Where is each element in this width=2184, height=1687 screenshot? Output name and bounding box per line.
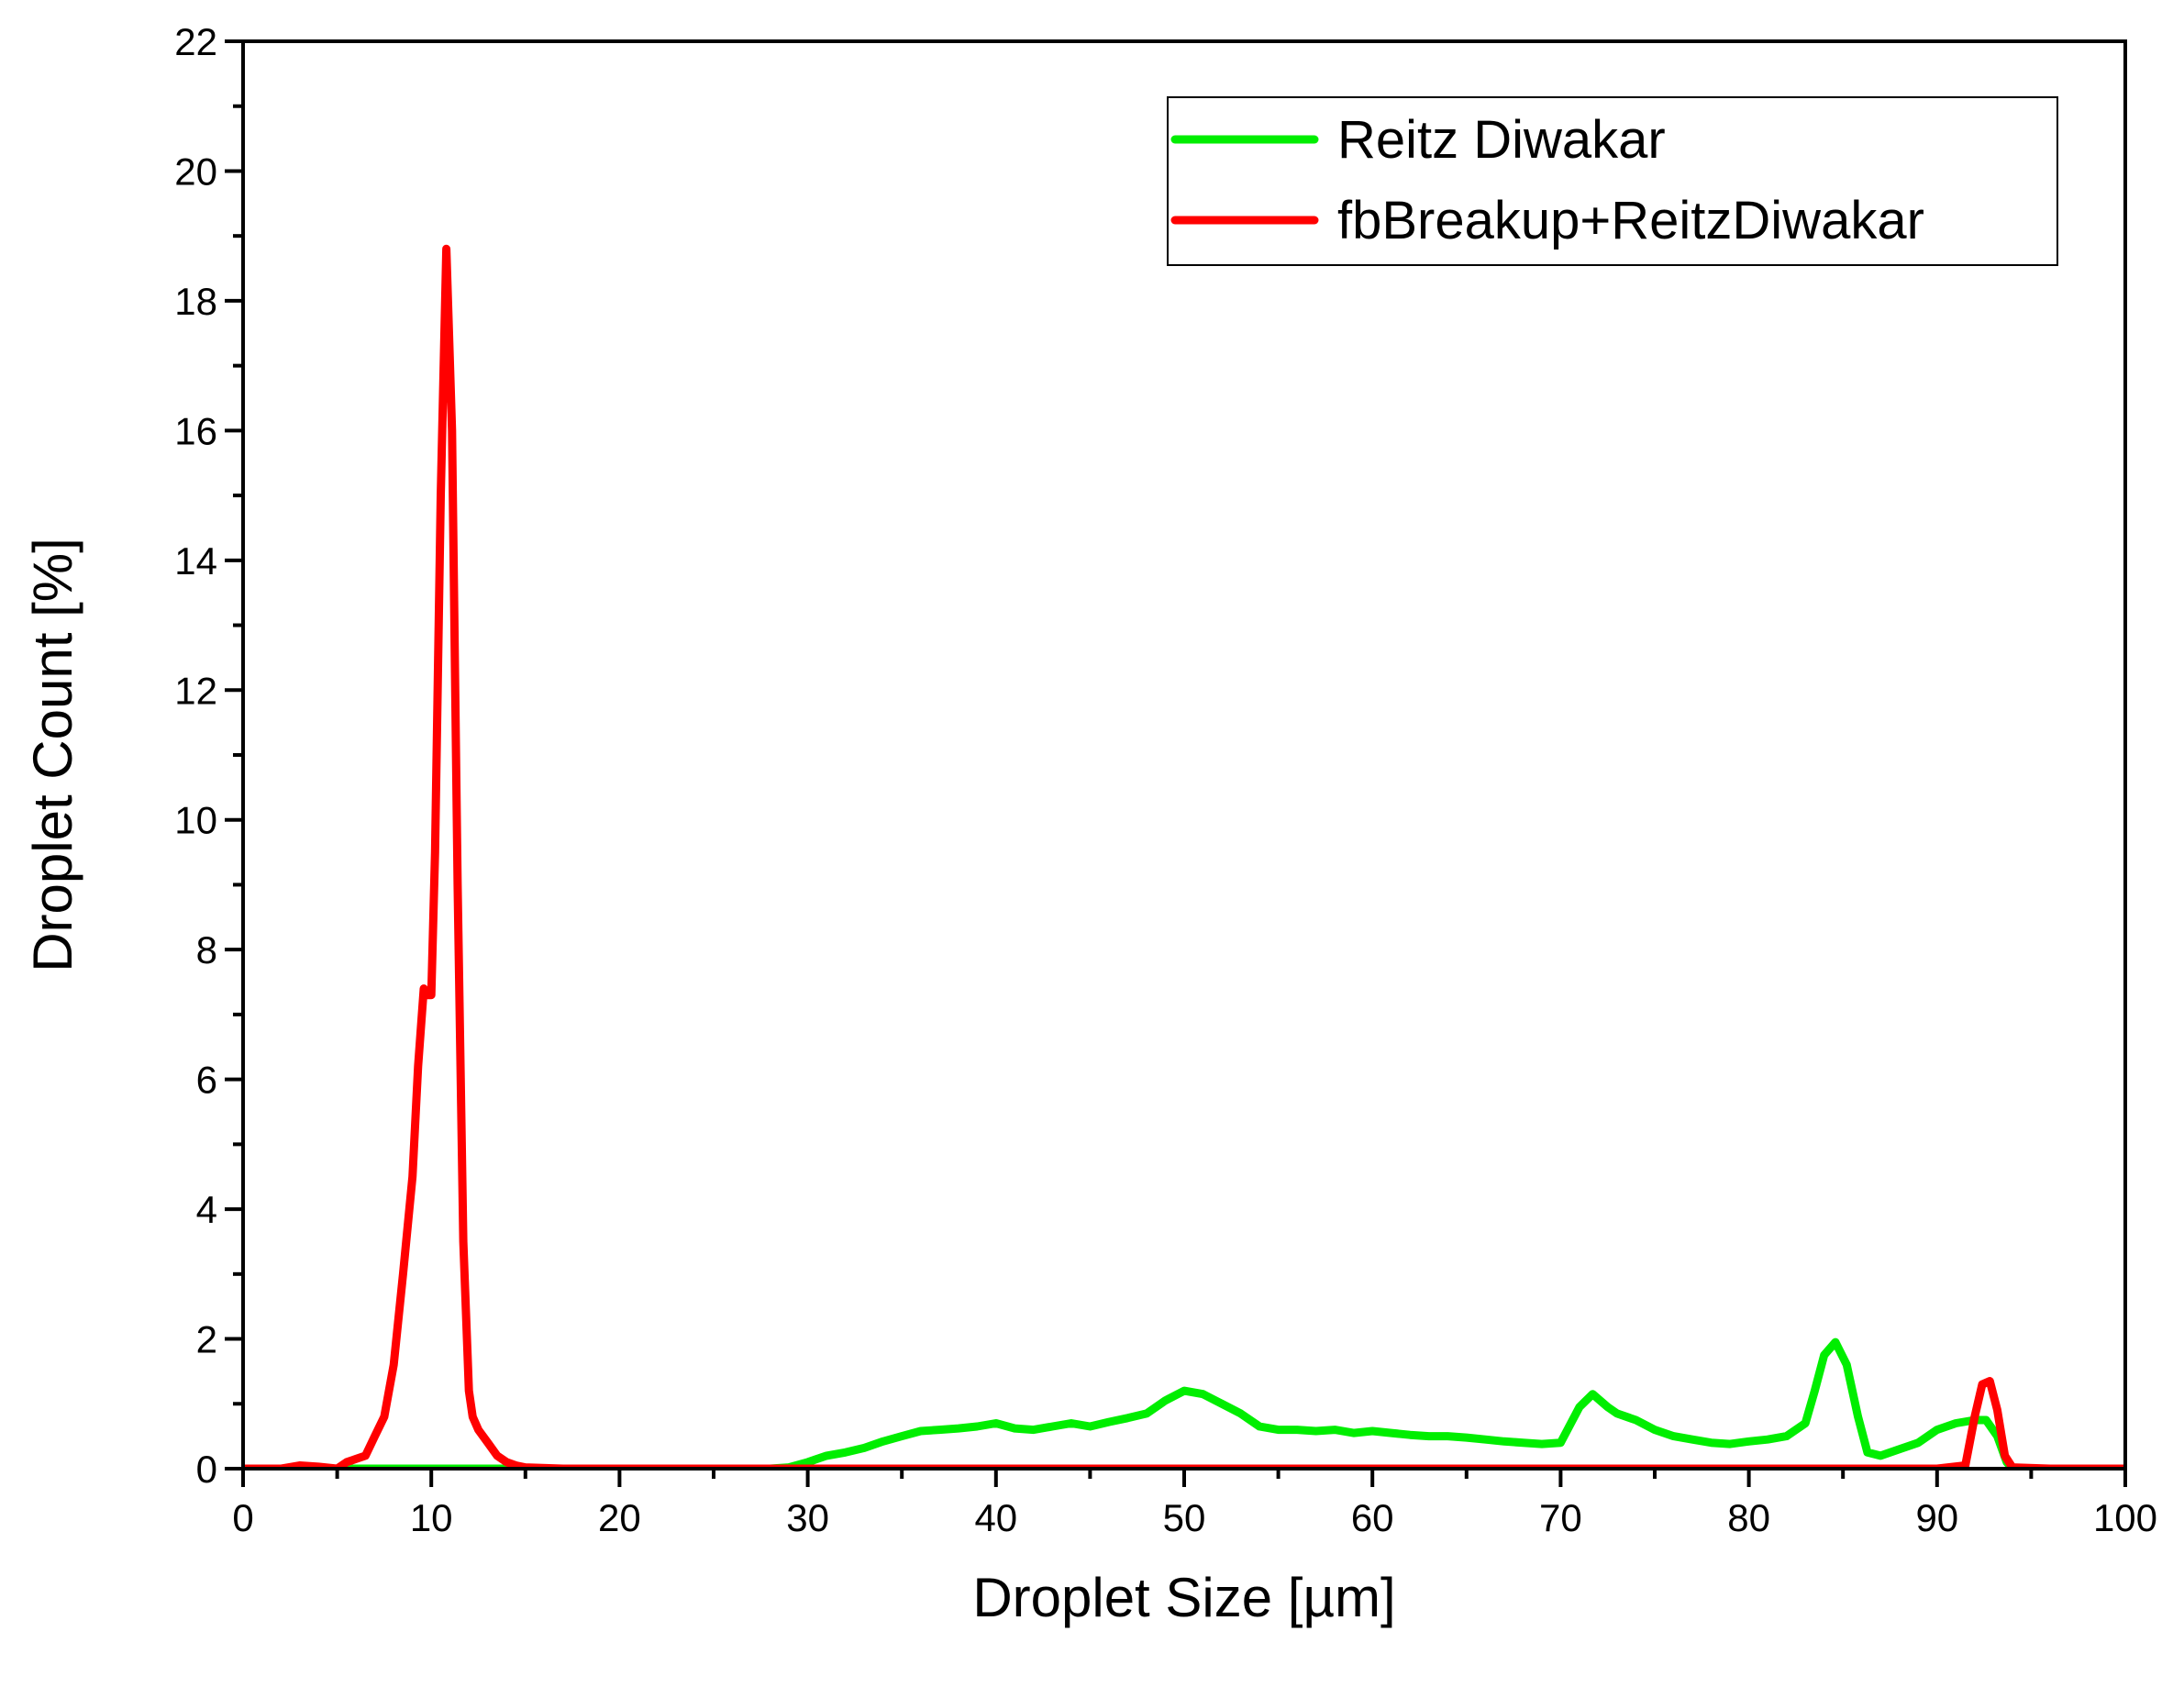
x-tick-label: 30	[786, 1496, 829, 1539]
y-axis-title: Droplet Count [%]	[22, 538, 83, 972]
y-tick-label: 4	[196, 1188, 217, 1231]
y-tick-label: 2	[196, 1318, 217, 1361]
x-tick-label: 90	[1915, 1496, 1958, 1539]
y-tick-label: 8	[196, 928, 217, 971]
series-line-1	[243, 1337, 2125, 1469]
legend-label-2: fbBreakup+ReitzDiwakar	[1337, 191, 1924, 250]
axes: 0 10 20 30 40 50 60 70 80 90 100 0 2 4 6 8 10 12 14 16 18 20 2…	[174, 20, 2157, 1539]
x-tick-label: 50	[1163, 1496, 1206, 1539]
x-tick-label: 60	[1351, 1496, 1394, 1539]
y-tick-label: 14	[174, 539, 217, 583]
series-line-2	[243, 244, 2125, 1469]
y-tick-label: 20	[174, 150, 217, 193]
y-tick-label: 12	[174, 669, 217, 712]
x-tick-label: 0	[232, 1496, 253, 1539]
x-axis-title: Droplet Size [µm]	[972, 1567, 1395, 1628]
x-tick-label: 10	[410, 1496, 453, 1539]
legend: Reitz Diwakar fbBreakup+ReitzDiwakar	[1167, 96, 2058, 266]
y-tick-label: 10	[174, 799, 217, 842]
x-tick-label: 70	[1539, 1496, 1582, 1539]
x-tick-label: 80	[1727, 1496, 1770, 1539]
y-tick-label: 6	[196, 1059, 217, 1102]
plot-area	[243, 244, 2125, 1469]
x-tick-label: 100	[2093, 1496, 2157, 1539]
x-tick-label: 20	[598, 1496, 641, 1539]
y-tick-label: 22	[174, 20, 217, 63]
legend-label-1: Reitz Diwakar	[1337, 110, 1666, 170]
legend-box	[1167, 96, 2058, 266]
x-tick-label: 40	[974, 1496, 1017, 1539]
y-tick-label: 0	[196, 1448, 217, 1491]
y-tick-label: 18	[174, 280, 217, 323]
y-tick-label: 16	[174, 409, 217, 452]
